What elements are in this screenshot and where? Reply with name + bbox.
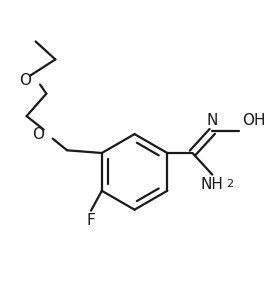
Text: 2: 2 bbox=[226, 179, 233, 189]
Text: NH: NH bbox=[201, 177, 224, 192]
Text: F: F bbox=[87, 213, 95, 228]
Text: O: O bbox=[32, 127, 45, 142]
Text: N: N bbox=[207, 113, 218, 128]
Text: OH: OH bbox=[242, 113, 265, 128]
Text: O: O bbox=[19, 73, 31, 88]
